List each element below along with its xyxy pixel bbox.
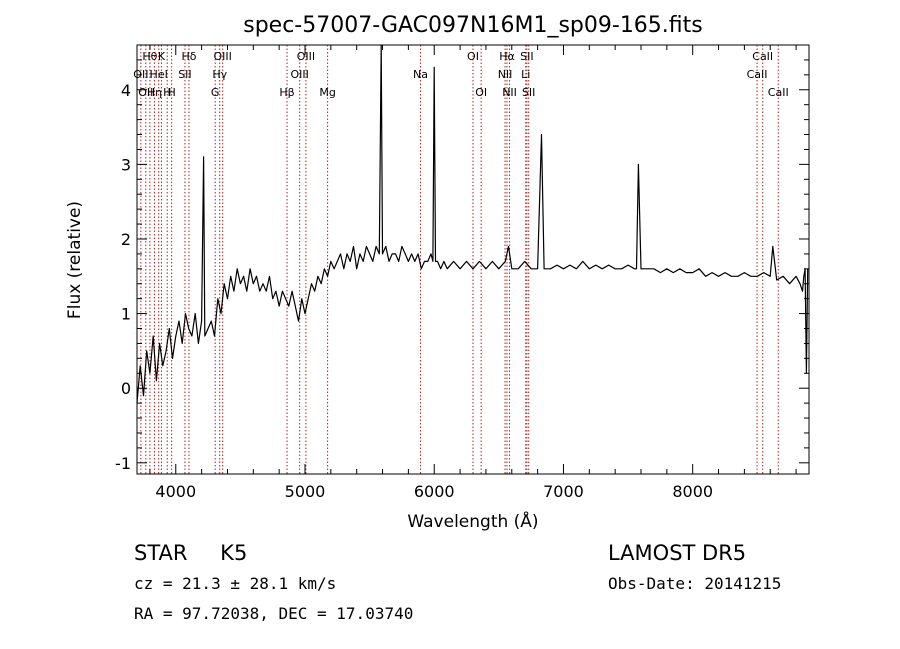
line-marker-label: CaII xyxy=(768,86,789,99)
x-tick-label: 5000 xyxy=(285,482,326,501)
y-tick-label: 4 xyxy=(121,81,131,100)
object-class: STAR xyxy=(134,541,188,565)
line-marker-label: Hβ xyxy=(279,86,294,99)
y-tick-label: 2 xyxy=(121,230,131,249)
y-tick-label: 1 xyxy=(121,305,131,324)
line-marker-label: OII xyxy=(138,86,153,99)
line-marker-label: OIII xyxy=(291,68,309,81)
coordinates: RA = 97.72038, DEC = 17.03740 xyxy=(134,604,414,623)
x-axis-label: Wavelength (Å) xyxy=(407,510,538,532)
line-marker-label: Hθ xyxy=(142,50,157,63)
line-marker-label: HeI xyxy=(150,68,168,81)
x-axis-ticks: 4000 5000 6000 7000 8000 xyxy=(149,45,797,501)
line-marker-label: Mg xyxy=(319,86,335,99)
observation-date: Obs-Date: 20141215 xyxy=(608,574,782,593)
line-marker-label: Na xyxy=(413,68,428,81)
line-marker-label: CaII xyxy=(752,50,773,63)
survey-name: LAMOST DR5 xyxy=(608,541,747,565)
line-marker-label: K xyxy=(158,50,166,63)
spectrum-line xyxy=(136,44,809,404)
y-tick-label: -1 xyxy=(115,454,131,473)
y-axis-ticks: -1 0 1 2 3 4 xyxy=(115,59,809,473)
y-axis-label: Flux (relative) xyxy=(65,201,85,319)
line-marker-label: OI xyxy=(467,50,479,63)
line-marker-label: Hη xyxy=(147,86,162,99)
line-marker-label: Hγ xyxy=(212,68,227,81)
redshift-velocity: cz = 21.3 ± 28.1 km/s xyxy=(134,574,337,593)
x-tick-label: 6000 xyxy=(414,482,455,501)
x-tick-label: 4000 xyxy=(155,482,196,501)
emission-line-markers xyxy=(140,45,779,474)
y-tick-label: 0 xyxy=(121,379,131,398)
line-marker-label: Li xyxy=(521,68,530,81)
line-marker-label: OIII xyxy=(297,50,315,63)
line-marker-label: OIII xyxy=(213,50,231,63)
line-marker-label: H xyxy=(167,86,175,99)
line-marker-label: CaII xyxy=(747,68,768,81)
line-marker-label: NII xyxy=(498,68,513,81)
x-tick-label: 7000 xyxy=(543,482,584,501)
line-marker-label: G xyxy=(211,86,220,99)
line-marker-label: NII xyxy=(502,86,517,99)
line-marker-label: H xyxy=(163,86,171,99)
line-marker-label: Hδ xyxy=(181,50,196,63)
line-marker-label: Hα xyxy=(499,50,515,63)
line-marker-label: SII xyxy=(522,86,535,99)
line-marker-label: OI xyxy=(475,86,487,99)
x-tick-label: 8000 xyxy=(672,482,713,501)
emission-line-labels: OIIOIIHθHηHeIKHHSIIHδGHγOIIIHβOIIIOIIIMg… xyxy=(133,50,788,99)
y-tick-label: 3 xyxy=(121,155,131,174)
object-subclass: K5 xyxy=(220,541,248,565)
plot-frame xyxy=(136,44,810,475)
chart-title: spec-57007-GAC097N16M1_sp09-165.fits xyxy=(243,13,703,38)
line-marker-label: SII xyxy=(178,68,191,81)
line-marker-label: SII xyxy=(520,50,533,63)
